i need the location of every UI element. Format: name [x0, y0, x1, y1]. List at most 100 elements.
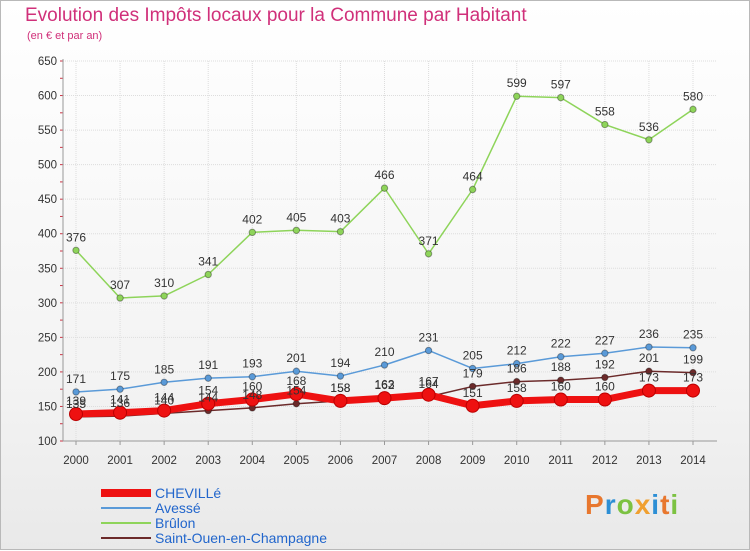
data-point — [468, 364, 477, 373]
data-label: 139 — [66, 394, 86, 408]
legend-label: Brûlon — [155, 515, 196, 531]
data-label: 236 — [639, 327, 659, 341]
y-tick-label: 350 — [38, 263, 57, 275]
data-label: 168 — [286, 374, 306, 388]
y-tick-label: 150 — [38, 401, 57, 413]
data-label: 599 — [507, 76, 527, 90]
data-label: 199 — [683, 353, 703, 367]
x-tick-label: 2002 — [151, 455, 177, 467]
data-label: 210 — [374, 345, 394, 359]
data-point — [601, 120, 609, 129]
data-label: 175 — [110, 369, 130, 383]
data-label: 160 — [551, 380, 571, 394]
y-tick-label: 100 — [38, 436, 57, 448]
x-tick-label: 2005 — [284, 455, 310, 467]
data-point — [336, 372, 345, 380]
data-label: 148 — [242, 388, 262, 402]
data-point — [116, 294, 124, 302]
x-tick-label: 2008 — [416, 455, 442, 467]
data-point — [160, 292, 168, 300]
data-point — [380, 361, 389, 369]
data-point — [69, 407, 83, 422]
data-label: 173 — [683, 371, 703, 385]
data-point — [424, 346, 433, 355]
legend-swatch — [101, 507, 151, 509]
data-point — [72, 388, 80, 396]
brand-letter: P — [585, 489, 605, 520]
data-point — [424, 250, 433, 258]
data-label: 205 — [463, 348, 483, 362]
data-label: 164 — [419, 377, 439, 391]
data-label: 466 — [374, 168, 394, 182]
x-tick-label: 2010 — [504, 455, 530, 467]
data-label: 464 — [463, 170, 483, 184]
data-point — [201, 396, 216, 411]
data-point — [292, 226, 301, 234]
data-label: 167 — [419, 375, 439, 389]
data-point — [641, 383, 656, 398]
data-label: 173 — [639, 371, 659, 385]
data-point — [509, 393, 524, 408]
y-tick-label: 600 — [38, 91, 57, 103]
data-label: 188 — [551, 360, 571, 374]
data-label: 580 — [683, 89, 703, 103]
data-label: 536 — [639, 120, 659, 134]
x-tick-label: 2011 — [548, 455, 573, 467]
y-tick-label: 200 — [38, 367, 57, 379]
data-point — [292, 367, 301, 375]
data-point — [380, 184, 389, 192]
data-label: 227 — [595, 333, 615, 347]
data-point — [686, 383, 700, 398]
data-label: 341 — [198, 254, 218, 268]
legend-swatch — [101, 489, 151, 497]
data-point — [292, 399, 301, 408]
data-label: 402 — [242, 212, 262, 226]
x-tick-label: 2007 — [372, 455, 398, 467]
data-label: 192 — [595, 357, 615, 371]
x-tick-label: 2006 — [328, 455, 354, 467]
brand-letter: t — [660, 489, 671, 520]
data-point — [645, 367, 653, 375]
data-label: 405 — [286, 210, 306, 224]
x-tick-label: 2014 — [680, 455, 706, 467]
data-point — [289, 387, 304, 402]
data-label: 179 — [463, 366, 483, 380]
data-label: 158 — [507, 381, 527, 395]
data-point — [248, 373, 256, 381]
brand-logo: Proxiti — [585, 489, 679, 521]
brand-letter: r — [604, 489, 617, 520]
data-point — [72, 246, 80, 255]
chart-subtitle: (en € et par an) — [27, 30, 103, 42]
data-point — [160, 378, 168, 386]
data-point — [245, 392, 260, 407]
data-point — [465, 398, 480, 413]
data-point — [336, 227, 345, 236]
data-label: 144 — [154, 391, 174, 405]
x-tick-label: 2003 — [195, 455, 221, 467]
data-point — [513, 92, 521, 100]
y-tick-label: 550 — [38, 125, 57, 137]
data-label: 140 — [154, 393, 174, 407]
data-point — [557, 376, 565, 384]
data-point — [157, 403, 172, 418]
y-tick-label: 650 — [38, 56, 57, 68]
data-label: 185 — [154, 362, 174, 376]
legend-label: Avessé — [155, 500, 201, 516]
data-label: 186 — [507, 362, 527, 376]
data-point — [645, 343, 653, 351]
y-tick-label: 400 — [38, 229, 57, 241]
data-point — [421, 387, 436, 402]
data-label: 371 — [419, 234, 439, 248]
legend-label: Saint-Ouen-en-Champagne — [155, 530, 327, 546]
data-point — [557, 353, 565, 361]
data-point — [468, 185, 477, 194]
data-label: 151 — [463, 386, 483, 400]
legend-swatch — [101, 537, 151, 539]
brand-letter: i — [670, 489, 680, 520]
y-tick-label: 500 — [38, 160, 57, 172]
data-label: 376 — [66, 230, 86, 244]
data-point — [601, 349, 609, 357]
data-point — [204, 374, 212, 382]
data-point — [689, 368, 697, 377]
